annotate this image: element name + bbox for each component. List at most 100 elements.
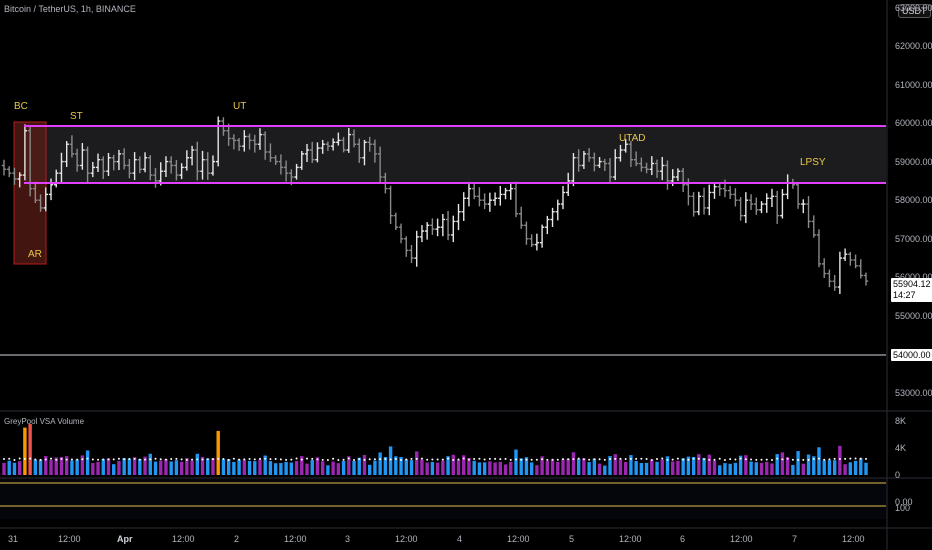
- volume-ma-dot: [274, 458, 277, 461]
- volume-ma-dot: [462, 457, 465, 460]
- level-price-marker[interactable]: 54000.00: [891, 349, 932, 361]
- time-tick: 31: [8, 534, 19, 544]
- volume-ma-dot: [279, 458, 282, 461]
- volume-ma-dot: [133, 457, 136, 460]
- volume-ma-dot: [666, 458, 669, 461]
- volume-ma-dot: [29, 457, 32, 460]
- volume-ma-dot: [645, 457, 648, 460]
- volume-ma-dot: [426, 458, 429, 461]
- volume-ma-dot: [561, 458, 564, 461]
- volume-ma-dot: [81, 458, 84, 461]
- volume-ma-dot: [525, 458, 528, 461]
- volume-bar: [681, 458, 685, 475]
- annotation-lpsy[interactable]: LPSY: [800, 157, 826, 168]
- volume-bar: [399, 456, 403, 475]
- volume-bar: [770, 463, 774, 475]
- volume-ma-dot: [635, 457, 638, 460]
- time-tick: 12:00: [58, 534, 81, 544]
- volume-bar: [425, 462, 429, 475]
- volume-bar: [462, 455, 466, 475]
- volume-bar: [268, 461, 273, 475]
- volume-ma-dot: [844, 457, 847, 460]
- volume-ma-dot: [551, 458, 554, 461]
- volume-bar: [655, 461, 659, 475]
- volume-ma-dot: [238, 458, 241, 461]
- volume-ma-dot: [760, 458, 763, 461]
- volume-bar: [629, 455, 633, 475]
- volume-ma-dot: [368, 458, 371, 461]
- volume-pane[interactable]: [2, 424, 868, 475]
- annotation-ar[interactable]: AR: [28, 249, 42, 260]
- volume-ma-dot: [44, 458, 47, 461]
- volume-bar: [822, 460, 826, 475]
- volume-ma-dot: [812, 458, 815, 461]
- volume-bar: [550, 459, 555, 475]
- currency-badge[interactable]: USDT: [898, 4, 931, 18]
- price-tick: 53000.00: [895, 388, 932, 398]
- volume-bar: [247, 460, 252, 475]
- volume-bar: [2, 462, 6, 475]
- time-tick: Apr: [117, 534, 133, 544]
- annotation-ut[interactable]: UT: [233, 101, 247, 112]
- volume-bar: [404, 459, 408, 475]
- volume-ma-dot: [8, 457, 11, 460]
- annotation-bc[interactable]: BC: [14, 101, 28, 112]
- volume-bar: [96, 461, 100, 475]
- volume-bar: [592, 458, 597, 475]
- volume-ma-dot: [488, 457, 491, 460]
- volume-ma-dot: [316, 458, 319, 461]
- volume-bar: [85, 450, 90, 475]
- osc-tick: 0.00: [895, 497, 913, 507]
- volume-bars: [2, 424, 868, 475]
- volume-ma-dot: [697, 457, 700, 460]
- annotation-utad[interactable]: UTAD: [619, 133, 646, 144]
- volume-indicator-title[interactable]: GreyPool VSA Volume: [4, 417, 85, 426]
- price-tick: 61000.00: [895, 80, 932, 90]
- volume-ma-dot: [744, 458, 747, 461]
- volume-ma-dot: [838, 457, 841, 460]
- volume-bar: [524, 457, 529, 475]
- volume-bar: [75, 459, 79, 475]
- volume-bar: [540, 456, 544, 475]
- volume-bar: [859, 458, 863, 475]
- volume-bar: [613, 454, 617, 475]
- volume-ma-dot: [170, 457, 173, 460]
- osc-tick: 100: [895, 503, 911, 513]
- volume-bar: [38, 459, 43, 475]
- last-price-marker[interactable]: 55904.12 14:27: [891, 278, 932, 302]
- volume-ma-dot: [436, 458, 439, 461]
- volume-ma-dot: [3, 457, 5, 460]
- volume-bar: [498, 461, 503, 475]
- volume-bar: [289, 462, 294, 475]
- time-tick: 3: [345, 534, 351, 544]
- volume-bar: [315, 457, 320, 475]
- volume-ma-dot: [144, 458, 147, 461]
- volume-ma-dot: [865, 457, 867, 460]
- volume-ma-dot: [18, 457, 21, 460]
- bar-countdown: 14:27: [893, 290, 916, 300]
- volume-bar: [843, 464, 847, 475]
- volume-ma-dot: [718, 457, 721, 460]
- osc-bg: [0, 479, 886, 519]
- volume-bar: [112, 464, 116, 475]
- oscillator-pane[interactable]: [0, 479, 886, 519]
- volume-ma-dot: [164, 458, 167, 461]
- volume-ma-dot: [175, 457, 178, 460]
- volume-bar: [796, 451, 800, 475]
- volume-bar: [352, 460, 356, 475]
- volume-ma-dot: [567, 458, 570, 461]
- volume-bar: [676, 460, 680, 475]
- volume-ma-dot: [400, 458, 403, 461]
- volume-bar: [216, 430, 220, 475]
- volume-bar: [169, 461, 173, 475]
- volume-bar: [472, 460, 476, 475]
- volume-bar: [415, 451, 419, 475]
- volume-bar: [49, 459, 53, 475]
- volume-bar: [12, 462, 17, 475]
- volume-ma-dot: [384, 457, 387, 460]
- price-pane[interactable]: [0, 0, 886, 410]
- volume-ma-dot: [588, 458, 591, 461]
- volume-ma-dot: [180, 458, 183, 461]
- annotation-st[interactable]: ST: [70, 111, 83, 122]
